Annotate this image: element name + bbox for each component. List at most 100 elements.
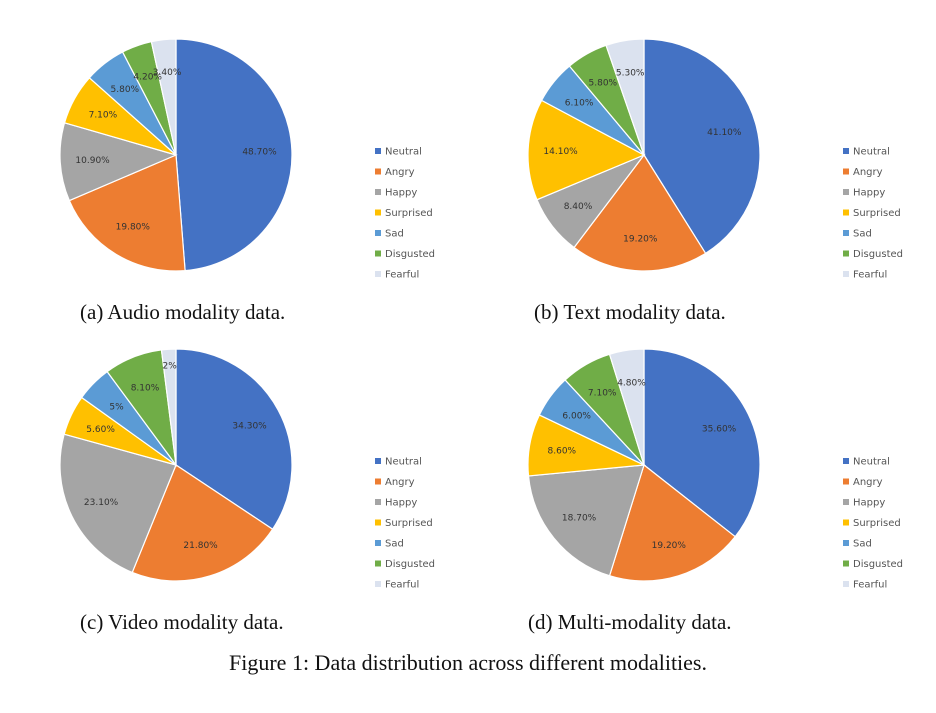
slice-label-sad: 5% — [109, 402, 124, 412]
legend-swatch-surprised — [375, 209, 381, 216]
legend-label-disgusted: Disgusted — [385, 559, 435, 570]
legend-swatch-neutral — [375, 148, 381, 154]
legend-swatch-sad — [375, 540, 381, 546]
slice-label-sad: 6.00% — [562, 412, 591, 422]
legend-label-neutral: Neutral — [385, 457, 422, 468]
pie-slice-fearful — [608, 348, 645, 466]
legend-swatch-sad — [843, 230, 849, 236]
legend-label-happy: Happy — [853, 188, 885, 199]
pie-slice-angry — [68, 154, 186, 272]
legend-swatch-surprised — [843, 519, 849, 526]
pie-chart-video: 34.30% 21.80% 23.10% 5.60% 5% 8.10% 2% Neutral A… — [59, 348, 435, 591]
pie-slice-happy — [527, 464, 645, 577]
pie-slice-neutral — [643, 38, 761, 255]
legend-swatch-fearful — [843, 271, 849, 277]
legend-label-sad: Sad — [385, 539, 404, 550]
slice-label-angry: 19.20% — [652, 541, 687, 551]
legend-label-surprised: Surprised — [853, 208, 901, 219]
legend-label-disgusted: Disgusted — [853, 249, 903, 260]
chart-panel-text: 41.10% 19.20% 8.40% 14.10% 6.10% 5.80% 5.30% Ne… — [468, 0, 936, 324]
slice-label-surprised: 14.10% — [543, 147, 578, 157]
legend-label-surprised: Surprised — [853, 518, 901, 529]
slice-labels: 34.30% 21.80% 23.10% 5.60% 5% 8.10% 2% — [84, 361, 267, 550]
legend-swatch-happy — [375, 189, 381, 195]
legend-label-angry: Angry — [853, 167, 883, 178]
legend-label-happy: Happy — [853, 498, 885, 509]
pie-slice-angry — [608, 463, 737, 582]
pie-slice-happy — [59, 122, 178, 202]
pie-chart-audio: 48.70% 19.80% 10.90% 7.10% 5.80% 4.20%3.40% Ne… — [59, 38, 435, 281]
legend-label-surprised: Surprised — [385, 208, 433, 219]
legend-label-angry: Angry — [385, 477, 415, 488]
legend-label-happy: Happy — [385, 498, 417, 509]
legend-swatch-angry — [375, 168, 381, 175]
legend-swatch-disgusted — [843, 560, 849, 567]
legend-swatch-surprised — [375, 519, 381, 526]
slice-label-fearful: 2% — [163, 361, 178, 371]
pie-slice-happy — [59, 433, 177, 574]
slice-label-neutral: 41.10% — [707, 128, 742, 138]
legend-swatch-fearful — [843, 581, 849, 587]
legend-swatch-angry — [843, 168, 849, 175]
slice-label-happy: 10.90% — [75, 156, 110, 166]
legend: Neutral Angry Happy Surprised Sad Disgusted Fe… — [843, 147, 903, 281]
pie-chart-text: 41.10% 19.20% 8.40% 14.10% 6.10% 5.80%5.30% Ne… — [527, 38, 903, 281]
legend-swatch-sad — [843, 540, 849, 546]
chart-caption-audio: (a) Audio modality data. — [80, 300, 286, 324]
legend-swatch-angry — [843, 478, 849, 485]
slice-label-happy: 23.10% — [84, 498, 119, 508]
slice-label-happy: 8.40% — [564, 202, 593, 212]
slice-label-disgusted: 8.10% — [131, 384, 160, 394]
legend-swatch-happy — [375, 499, 381, 505]
pie-slice-fearful — [160, 348, 177, 466]
legend-label-sad: Sad — [385, 229, 404, 240]
legend-swatch-fearful — [375, 271, 381, 277]
slice-label-neutral: 35.60% — [702, 425, 737, 435]
chart-panel-audio: 48.70% 19.80% 10.90% 7.10% 5.80% 4.20% 3.40% Ne… — [0, 0, 468, 324]
legend-label-fearful: Fearful — [385, 580, 419, 591]
legend-label-happy: Happy — [385, 188, 417, 199]
legend-swatch-angry — [375, 478, 381, 485]
legend-label-surprised: Surprised — [385, 518, 433, 529]
slice-label-disgusted: 4.20% — [133, 72, 162, 82]
legend-swatch-disgusted — [375, 250, 381, 257]
slice-label-angry: 19.80% — [116, 223, 151, 233]
pie-slice-angry — [573, 153, 707, 272]
slice-labels: 48.70% 19.80% 10.90% 7.10% 5.80% 4.20%3.40% — [75, 68, 277, 233]
figure-caption: Figure 1: Data distribution across diffe… — [229, 650, 707, 675]
legend-label-fearful: Fearful — [385, 270, 419, 281]
pie-slice-surprised — [527, 99, 646, 201]
pie-slice-fearful — [150, 38, 177, 156]
legend: Neutral Angry Happy Surprised Sad Disgusted Fe… — [375, 457, 435, 591]
legend-swatch-surprised — [843, 209, 849, 216]
legend-swatch-disgusted — [375, 560, 381, 567]
slice-label-disgusted: 5.80% — [589, 78, 618, 88]
slice-label-sad: 6.10% — [565, 98, 594, 108]
chart-panel-video: 34.30% 21.80% 23.10% 5.60% 5% 8.10% 2% Neutral A… — [0, 310, 468, 634]
pie-chart-multi: 35.60% 19.20% 18.70% 8.60% 6.00% 7.10%4.80% Ne… — [527, 348, 903, 591]
chart-caption-text: (b) Text modality data. — [534, 300, 726, 324]
pie-slice-neutral — [175, 38, 293, 272]
slice-labels: 35.60% 19.20% 18.70% 8.60% 6.00% 7.10%4.80% — [548, 378, 737, 550]
legend: Neutral Angry Happy Surprised Sad Disgusted Fe… — [843, 457, 903, 591]
slice-label-fearful: 4.80% — [617, 378, 646, 388]
slice-labels: 41.10% 19.20% 8.40% 14.10% 6.10% 5.80%5.30% — [543, 69, 741, 245]
slice-label-sad: 5.80% — [111, 85, 140, 95]
legend-swatch-neutral — [375, 458, 381, 464]
legend-label-fearful: Fearful — [853, 580, 887, 591]
legend: Neutral Angry Happy Surprised Sad Disgusted Fe… — [375, 147, 435, 281]
chart-caption-video: (c) Video modality data. — [80, 610, 284, 634]
legend-label-disgusted: Disgusted — [853, 559, 903, 570]
legend-swatch-disgusted — [843, 250, 849, 257]
pie-slice-neutral — [643, 348, 761, 538]
slice-label-angry: 21.80% — [183, 541, 218, 551]
slice-label-fearful: 3.40% — [153, 68, 182, 78]
slice-label-happy: 18.70% — [562, 514, 597, 524]
slice-label-fearful: 5.30% — [616, 69, 645, 79]
legend-swatch-neutral — [843, 148, 849, 154]
legend-label-disgusted: Disgusted — [385, 249, 435, 260]
legend-label-angry: Angry — [385, 167, 415, 178]
pie-slice-fearful — [605, 38, 645, 156]
slice-label-surprised: 5.60% — [86, 425, 115, 435]
slice-label-surprised: 7.10% — [89, 111, 118, 121]
